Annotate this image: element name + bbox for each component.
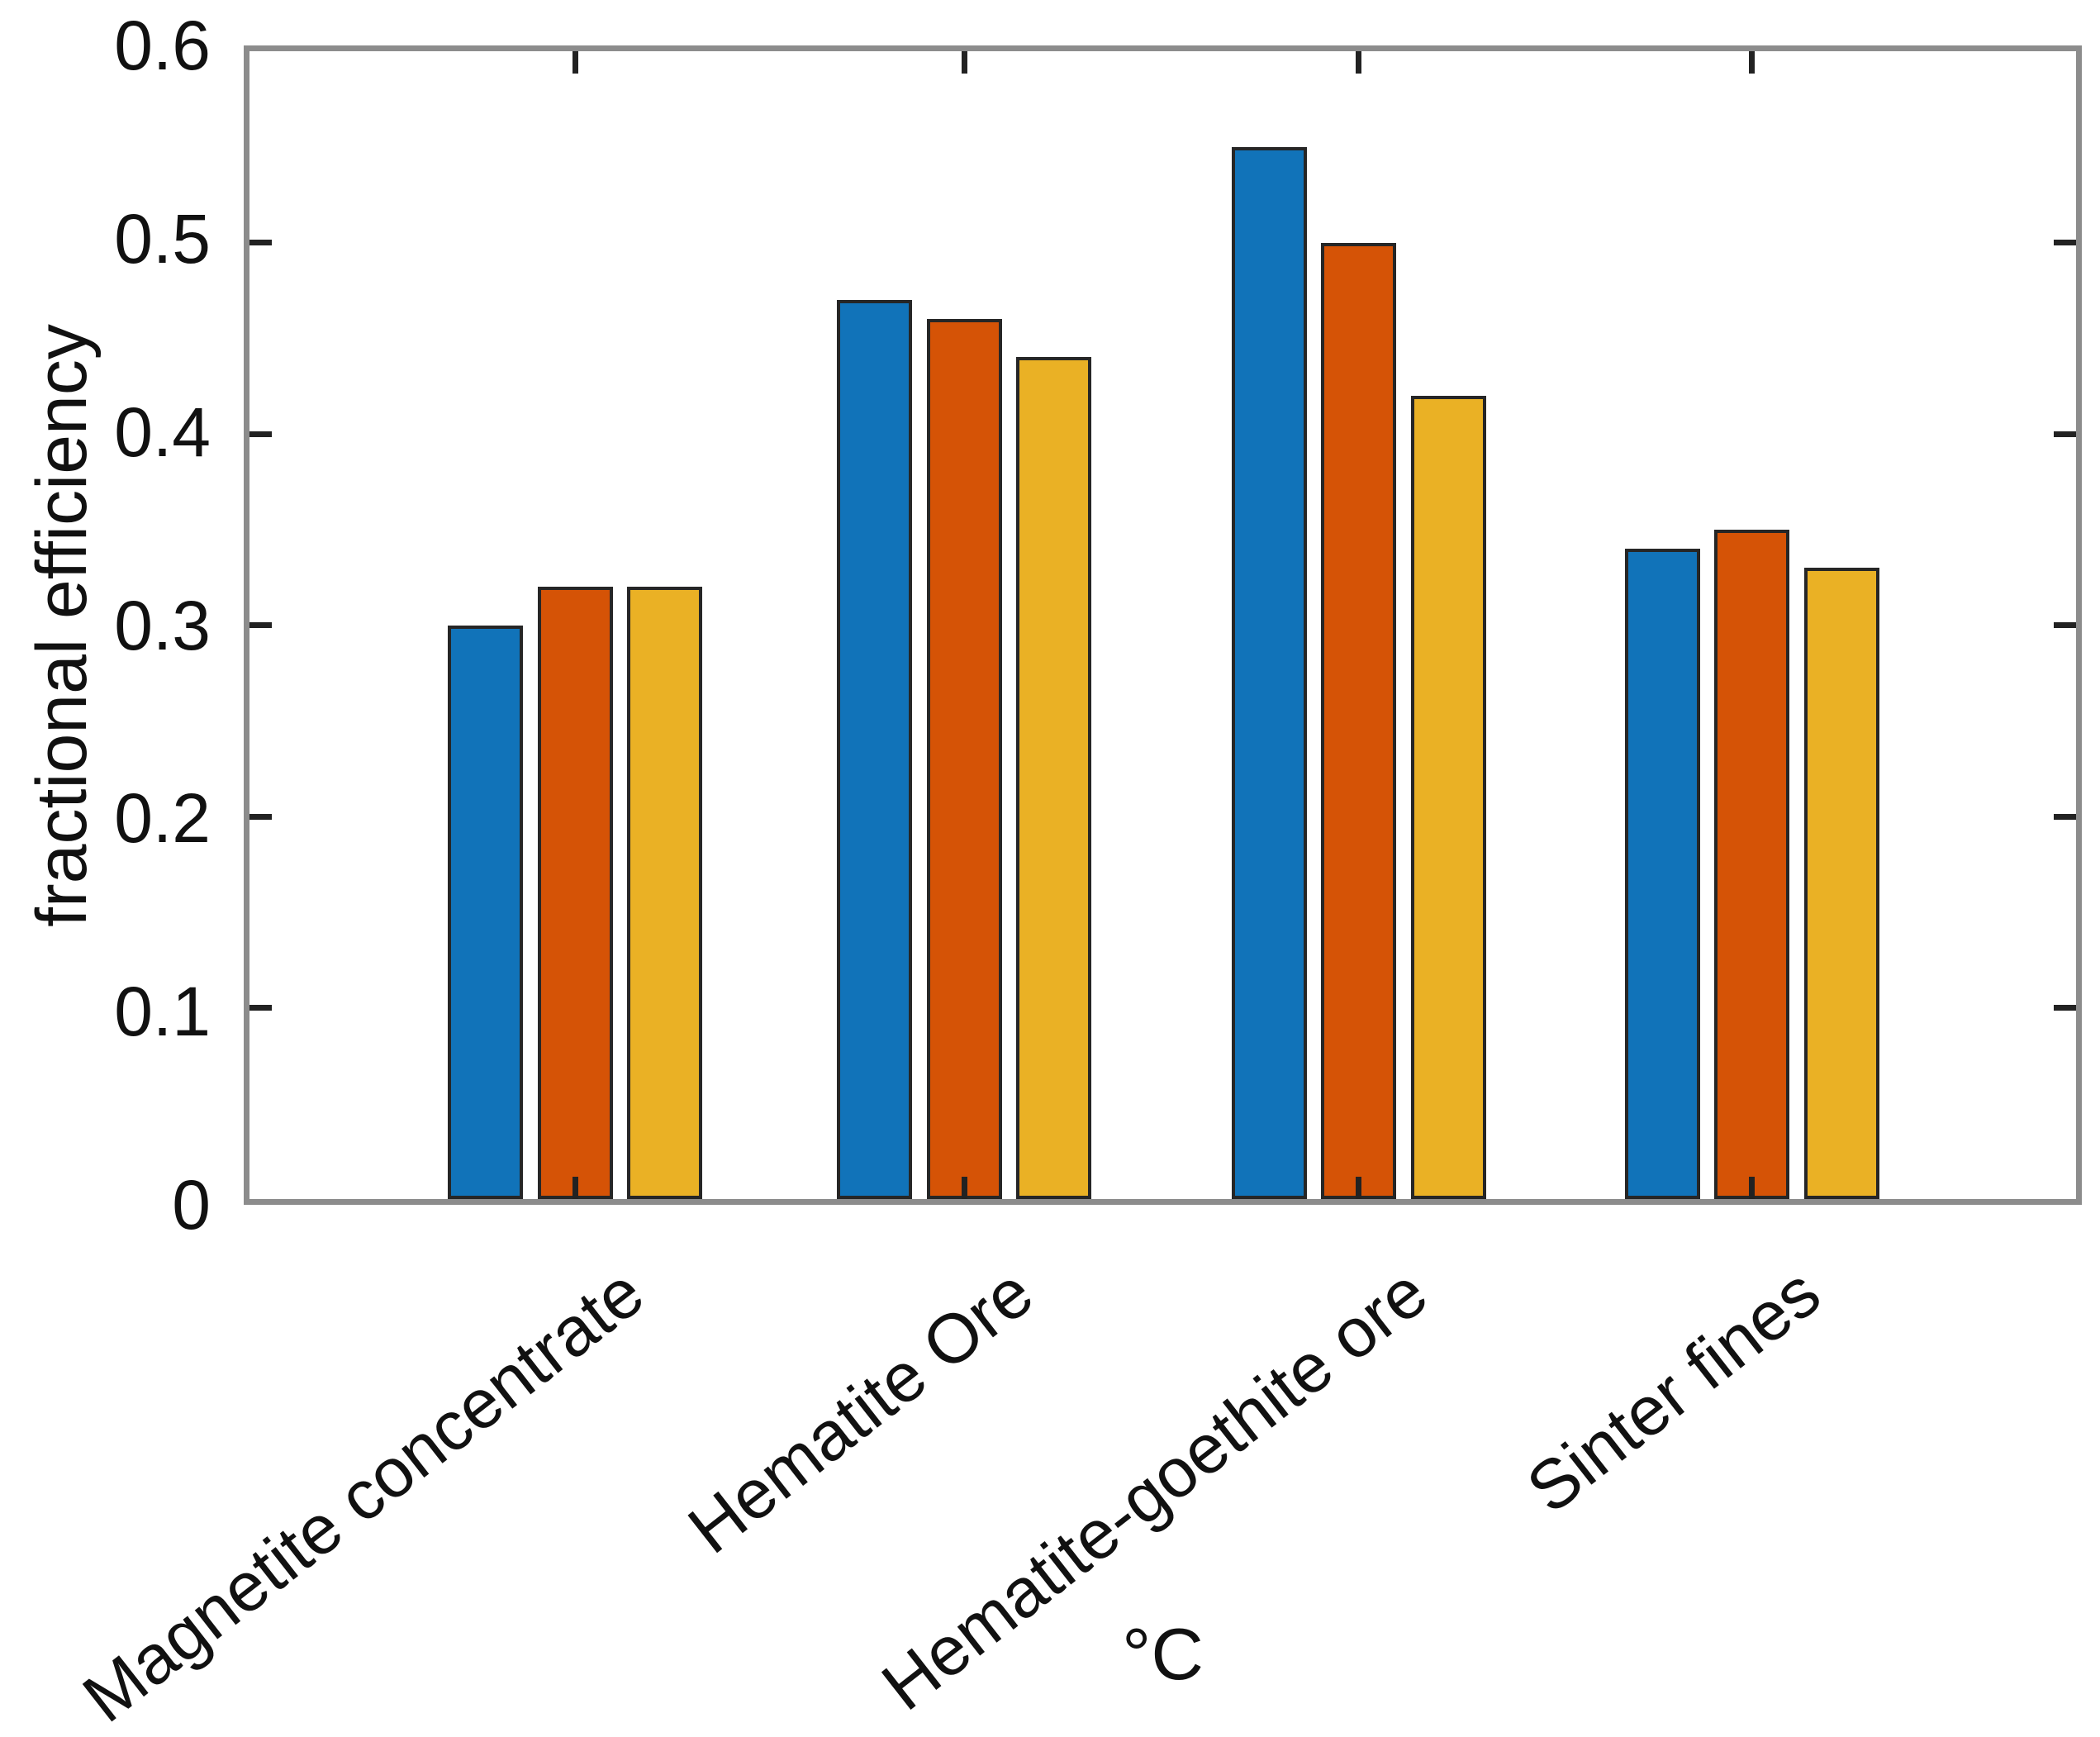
y-tick-label: 0.1 (114, 973, 211, 1051)
x-tick (1356, 1177, 1362, 1199)
x-tick (961, 1177, 967, 1199)
bar-blue-1 (837, 299, 913, 1199)
bar-yellow-1 (1016, 357, 1092, 1199)
y-tick-label: 0.6 (114, 7, 211, 84)
y-tick-label: 0.5 (114, 199, 211, 278)
x-tick (1749, 51, 1756, 74)
x-category-label: Sinter fines (1513, 1253, 1835, 1528)
x-tick (1356, 51, 1362, 74)
y-tick (249, 240, 272, 245)
y-tick-label: 0.3 (114, 586, 211, 664)
bar-yellow-0 (627, 587, 703, 1199)
x-axis-title: °C (1122, 1613, 1204, 1695)
bar-blue-3 (1624, 548, 1700, 1199)
y-tick (249, 431, 272, 437)
bar-orange-3 (1714, 529, 1790, 1199)
x-tick (572, 51, 578, 74)
y-tick (2054, 1005, 2076, 1011)
x-tick (961, 51, 967, 74)
y-tick (2054, 240, 2076, 245)
x-tick (572, 1177, 578, 1199)
y-tick-label: 0.2 (114, 779, 211, 858)
y-tick-label: 0.4 (114, 393, 211, 471)
y-tick-label: 0 (172, 1166, 211, 1244)
bar-orange-2 (1321, 242, 1397, 1199)
plot-area (244, 45, 2082, 1205)
y-tick (2054, 622, 2076, 628)
x-tick (1749, 1177, 1756, 1199)
y-tick (249, 1005, 272, 1011)
bar-yellow-3 (1803, 568, 1879, 1199)
y-tick (249, 813, 272, 820)
x-category-label: Magnetite concentrate (69, 1253, 658, 1737)
y-tick (2054, 431, 2076, 437)
y-axis-title: fractional efficiency (22, 323, 102, 927)
bar-blue-2 (1231, 146, 1307, 1199)
bar-blue-0 (448, 625, 524, 1199)
y-tick (2054, 813, 2076, 820)
bar-yellow-2 (1410, 395, 1486, 1199)
bar-orange-1 (926, 319, 1002, 1199)
y-tick (249, 622, 272, 628)
x-category-label: Hematite Ore (673, 1253, 1048, 1568)
bar-orange-0 (537, 587, 613, 1199)
